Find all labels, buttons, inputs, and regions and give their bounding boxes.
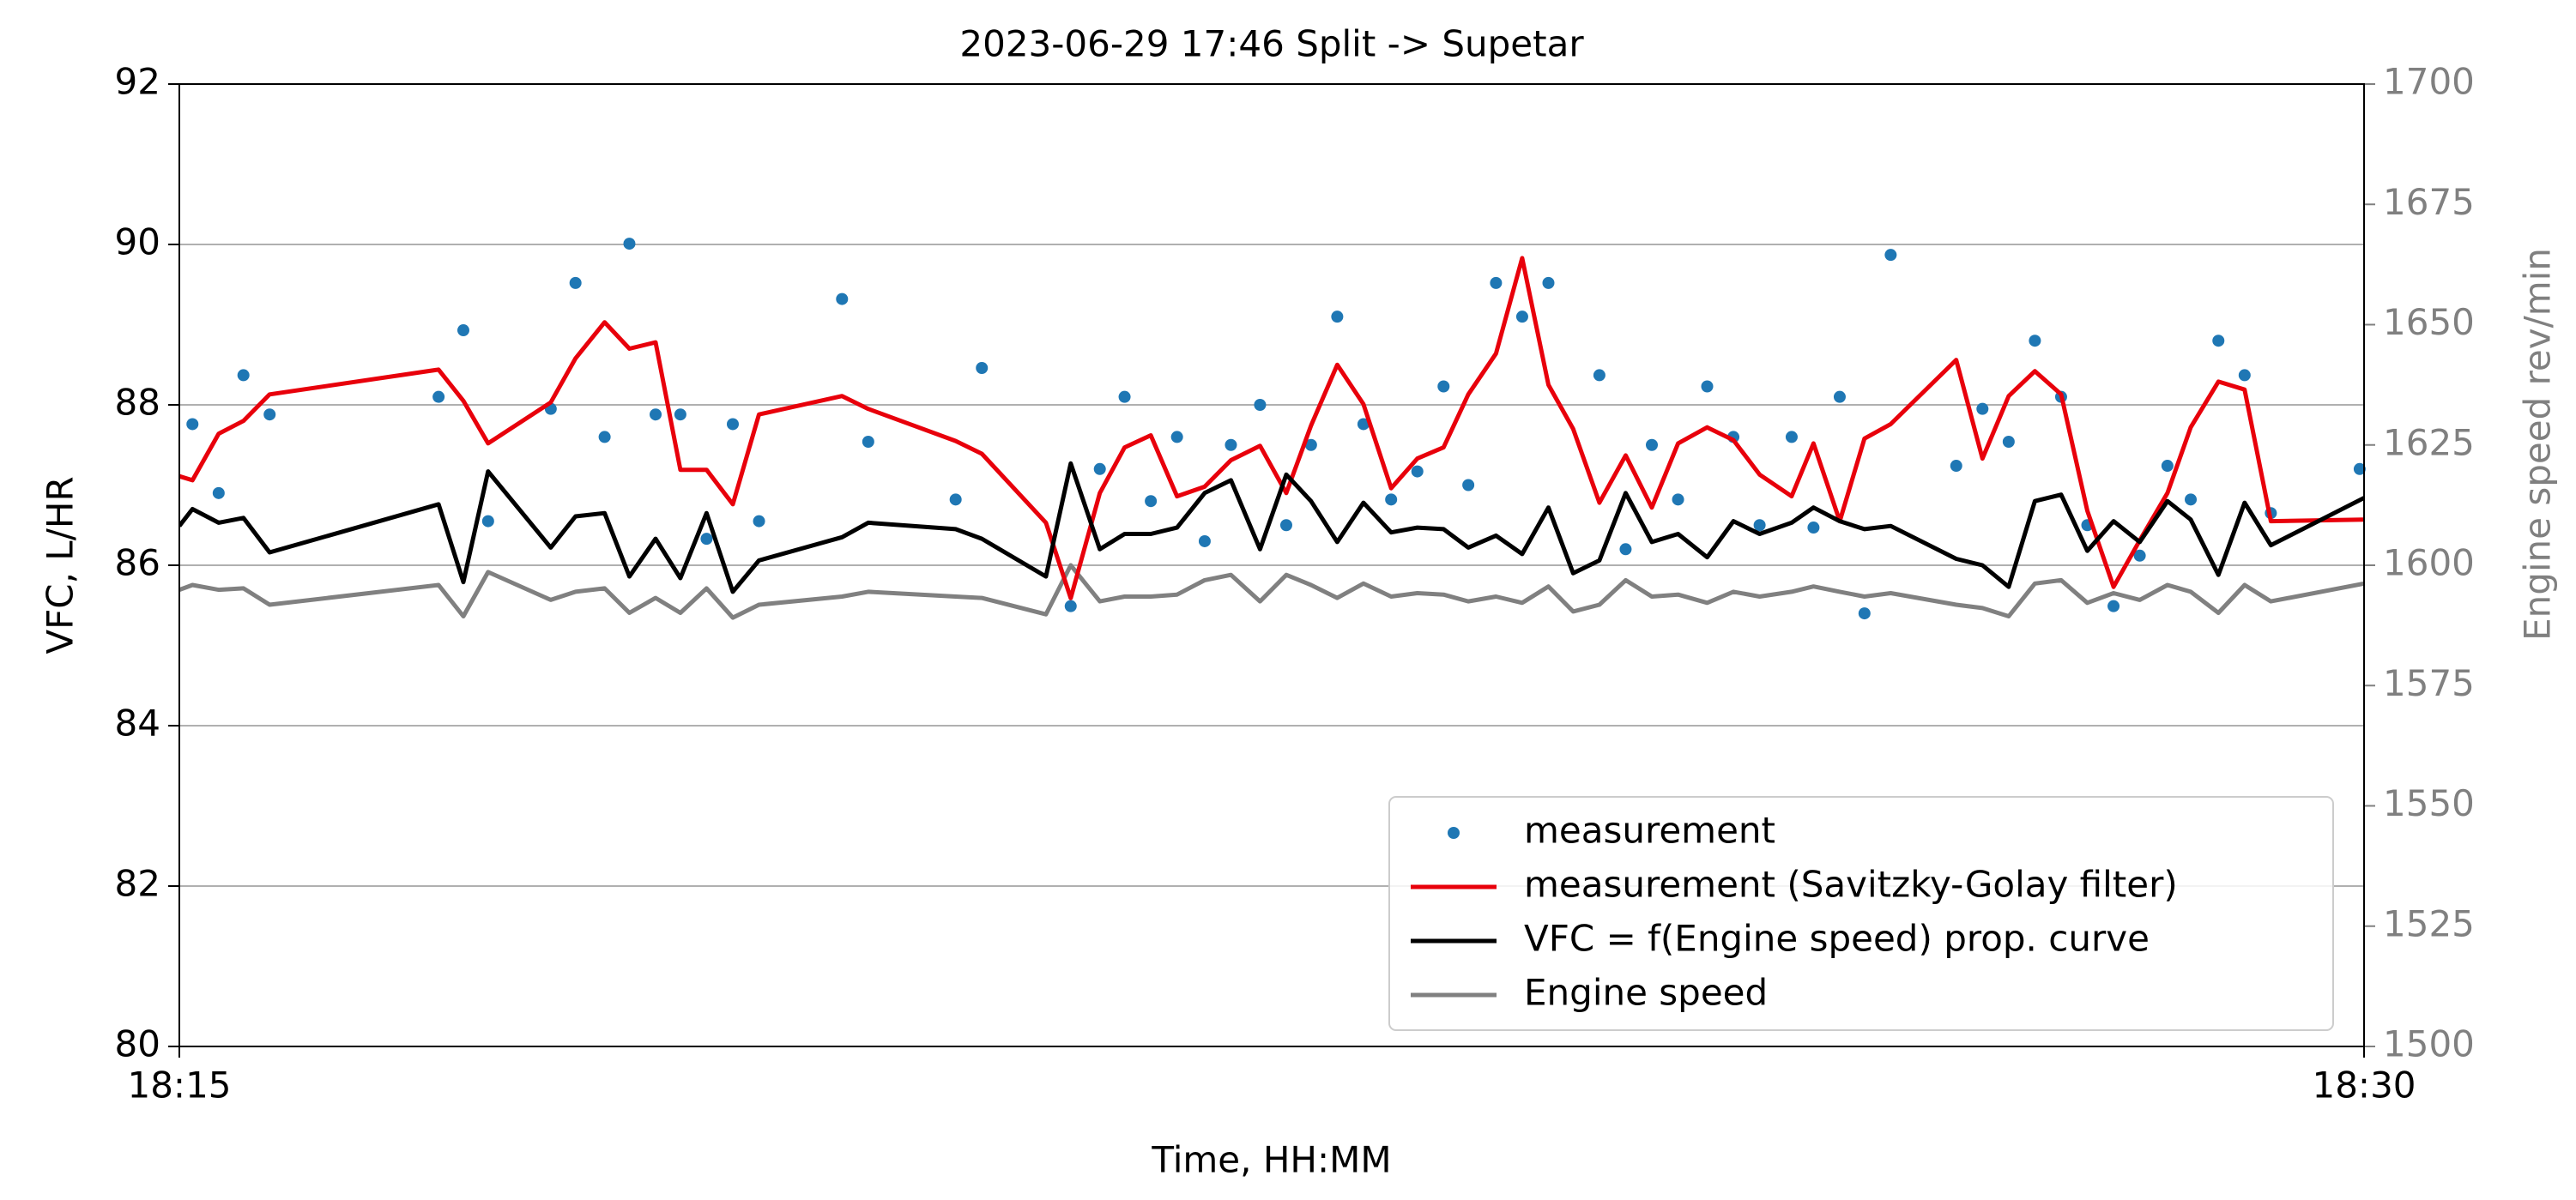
y-tick-label: 86	[115, 542, 160, 584]
y2-tick-label: 1500	[2383, 1023, 2475, 1065]
measurement-point	[1542, 276, 1555, 289]
measurement-point	[1170, 431, 1183, 443]
measurement-point	[2353, 462, 2366, 475]
measurement-point	[598, 431, 611, 443]
measurement-point	[1593, 369, 1605, 382]
measurement-point	[674, 408, 686, 421]
measurement-point	[1884, 249, 1897, 262]
measurement-point	[2029, 335, 2041, 347]
measurement-point	[726, 418, 739, 431]
measurement-point	[1833, 390, 1846, 403]
measurement-point	[862, 436, 874, 449]
y-tick-label: 92	[115, 61, 160, 103]
measurement-point	[237, 369, 250, 382]
measurement-point	[1064, 600, 1077, 612]
y2-tick-label: 1625	[2383, 421, 2475, 463]
measurement-point	[2002, 436, 2015, 449]
measurement-point	[1807, 522, 1820, 534]
measurement-point	[481, 515, 494, 528]
measurement-point	[1145, 495, 1158, 508]
measurement-point	[2238, 369, 2251, 382]
y-tick-label: 80	[115, 1023, 160, 1065]
y2-tick-label: 1525	[2383, 902, 2475, 944]
measurement-point	[1304, 438, 1317, 451]
measurement-point	[432, 390, 445, 403]
y-axis-label: VFC, L/HR	[39, 476, 82, 654]
measurement-point	[700, 533, 713, 546]
measurement-point	[976, 361, 989, 374]
measurement-point	[1411, 465, 1424, 478]
series-line	[179, 256, 2364, 600]
measurement-point	[1701, 380, 1714, 393]
y-tick-label: 90	[115, 221, 160, 263]
y-tick-label: 82	[115, 863, 160, 905]
measurement-point	[2161, 460, 2174, 473]
measurement-point	[650, 408, 662, 421]
measurement-point	[1976, 402, 1989, 415]
measurement-point	[1753, 519, 1766, 532]
y2-tick-label: 1550	[2383, 782, 2475, 824]
measurement-point	[836, 292, 849, 305]
measurement-point	[2133, 549, 2146, 562]
measurement-point	[1385, 493, 1398, 506]
y2-tick-label: 1700	[2383, 61, 2475, 103]
x-tick-label: 18:15	[127, 1064, 231, 1107]
measurement-point	[623, 238, 636, 250]
y-tick-label: 88	[115, 382, 160, 424]
y2-tick-label: 1675	[2383, 181, 2475, 223]
series-line	[179, 563, 2364, 620]
measurement-point	[212, 486, 225, 499]
measurement-point	[1093, 462, 1106, 475]
y2-axis-label: Engine speed rev/min	[2517, 248, 2559, 641]
measurement-point	[1437, 380, 1450, 393]
measurement-point	[2107, 600, 2120, 612]
legend-label: Engine speed	[1524, 972, 1768, 1014]
measurement-point	[569, 276, 582, 289]
x-axis-label: Time, HH:MM	[1151, 1139, 1391, 1181]
measurement-point	[1619, 543, 1632, 556]
measurement-point	[1279, 519, 1292, 532]
measurement-point	[1785, 431, 1798, 443]
measurement-point	[1646, 438, 1659, 451]
measurement-point	[1462, 479, 1475, 491]
legend-label: measurement (Savitzky-Golay filter)	[1524, 864, 2178, 906]
measurement-point	[1672, 493, 1684, 506]
legend-label: VFC = f(Engine speed) prop. curve	[1524, 918, 2150, 960]
legend-label: measurement	[1524, 810, 1775, 852]
measurement-point	[949, 493, 962, 506]
measurement-point	[1515, 311, 1528, 323]
measurement-point	[1490, 276, 1503, 289]
measurement-point	[1331, 311, 1344, 323]
chart-title: 2023-06-29 17:46 Split -> Supetar	[959, 23, 1584, 65]
legend-box	[1388, 796, 2334, 1031]
measurement-point	[1198, 534, 1211, 547]
y2-tick-label: 1575	[2383, 662, 2475, 704]
measurement-point	[263, 408, 276, 421]
measurement-point	[1225, 438, 1237, 451]
measurement-point	[1858, 607, 1871, 620]
measurement-point	[2185, 493, 2198, 506]
y-tick-label: 84	[115, 703, 160, 745]
legend-marker	[1448, 827, 1460, 839]
measurement-point	[1357, 418, 1370, 431]
measurement-point	[1950, 460, 1962, 473]
measurement-point	[1254, 399, 1267, 411]
measurement-point	[1118, 390, 1131, 403]
measurement-point	[2212, 335, 2225, 347]
y2-tick-label: 1600	[2383, 542, 2475, 584]
y2-tick-label: 1650	[2383, 301, 2475, 343]
series-line	[179, 461, 2364, 594]
measurement-point	[753, 515, 765, 528]
x-tick-label: 18:30	[2312, 1064, 2416, 1107]
plot-frame	[178, 83, 2365, 1047]
measurement-point	[457, 324, 469, 337]
measurement-point	[186, 418, 199, 431]
